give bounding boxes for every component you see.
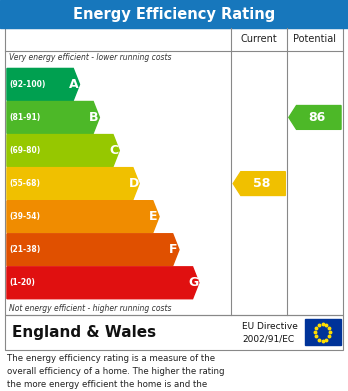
Text: Not energy efficient - higher running costs: Not energy efficient - higher running co… bbox=[9, 304, 171, 313]
Polygon shape bbox=[7, 267, 199, 299]
Text: (1-20): (1-20) bbox=[9, 278, 35, 287]
Polygon shape bbox=[7, 102, 100, 133]
Text: The energy efficiency rating is a measure of the
overall efficiency of a home. T: The energy efficiency rating is a measur… bbox=[7, 354, 224, 391]
Text: (81-91): (81-91) bbox=[9, 113, 41, 122]
Text: D: D bbox=[128, 177, 139, 190]
Text: (69-80): (69-80) bbox=[9, 146, 41, 155]
Polygon shape bbox=[7, 168, 139, 199]
Text: EU Directive
2002/91/EC: EU Directive 2002/91/EC bbox=[242, 322, 298, 343]
Polygon shape bbox=[7, 234, 179, 265]
Text: Current: Current bbox=[241, 34, 278, 45]
Text: F: F bbox=[169, 243, 177, 256]
Text: (92-100): (92-100) bbox=[9, 80, 46, 89]
Text: Potential: Potential bbox=[293, 34, 337, 45]
Text: England & Wales: England & Wales bbox=[12, 325, 156, 340]
Polygon shape bbox=[289, 106, 341, 129]
Polygon shape bbox=[233, 172, 285, 196]
Text: B: B bbox=[89, 111, 98, 124]
Text: C: C bbox=[109, 144, 118, 157]
Bar bbox=[0, 0, 348, 28]
Text: 58: 58 bbox=[253, 177, 270, 190]
Bar bbox=[5, 315, 343, 350]
Text: Very energy efficient - lower running costs: Very energy efficient - lower running co… bbox=[9, 53, 171, 62]
Text: Energy Efficiency Rating: Energy Efficiency Rating bbox=[73, 7, 275, 22]
Text: A: A bbox=[69, 78, 79, 91]
Polygon shape bbox=[7, 135, 119, 167]
Text: G: G bbox=[188, 276, 198, 289]
Bar bbox=[5, 28, 343, 315]
Text: 86: 86 bbox=[309, 111, 326, 124]
Text: (39-54): (39-54) bbox=[9, 212, 40, 221]
Text: E: E bbox=[149, 210, 158, 223]
Polygon shape bbox=[7, 68, 79, 100]
Bar bbox=[304, 319, 341, 345]
Polygon shape bbox=[7, 201, 159, 233]
Text: (55-68): (55-68) bbox=[9, 179, 40, 188]
Text: (21-38): (21-38) bbox=[9, 245, 41, 254]
